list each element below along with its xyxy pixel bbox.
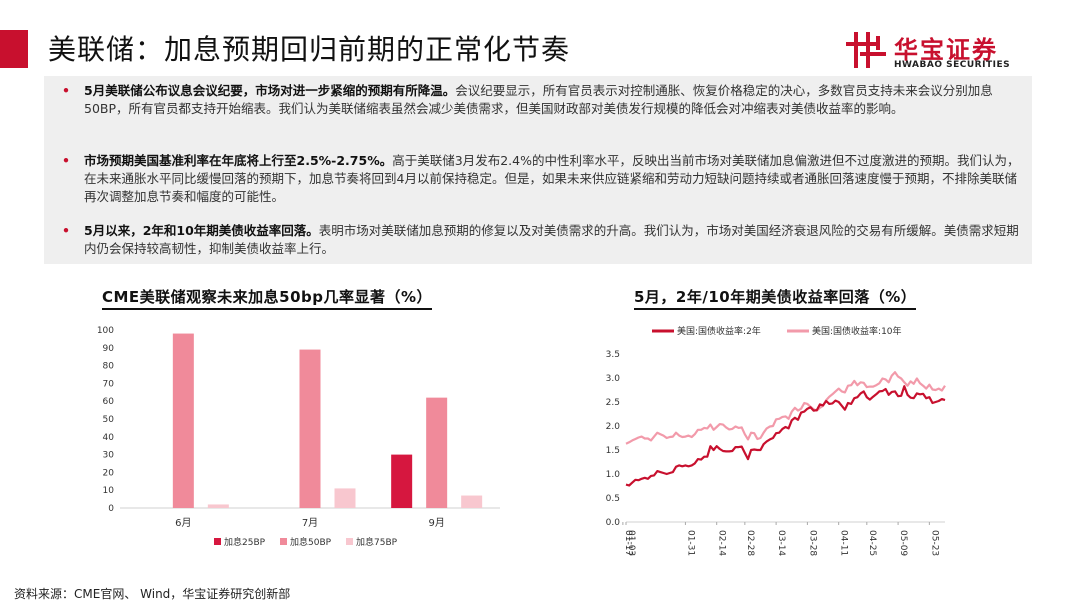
source-note: 资料来源：CME官网、 Wind，华宝证券研究创新部 — [14, 587, 291, 601]
x-tick-label: 03-28 — [807, 530, 817, 556]
legend-label: 美国:国债收益率:2年 — [677, 325, 761, 337]
bullet-3: • 5月以来，2年和10年期美债收益率回落。表明市场对美联储加息预期的修复以及对… — [62, 222, 1020, 258]
legend-label: 美国:国债收益率:10年 — [812, 325, 902, 337]
bullet-1-bold: 5月美联储公布议息会议纪要，市场对进一步紧缩的预期有所降温。 — [84, 83, 456, 98]
bullet-3-text: 表明市场对美联储加息预期的修复以及对美债需求的升高。我们认为，市场对美国经济衰退… — [84, 223, 1019, 256]
y-tick-label: 80 — [103, 362, 115, 372]
x-tick-label: 01-31 — [685, 530, 695, 556]
y-tick-label: 70 — [103, 379, 115, 389]
y-tick-label: 3.0 — [606, 374, 621, 384]
legend-swatch — [214, 538, 221, 545]
x-tick-label: 01-03 — [626, 530, 636, 556]
x-tick-label: 02-28 — [745, 530, 755, 556]
bullet-dot: • — [62, 153, 70, 168]
bar-2-2 — [299, 349, 321, 508]
hwabao-logo-icon — [846, 32, 886, 68]
line-chart-title: 5月，2年/10年期美债收益率回落（%） — [634, 286, 917, 310]
bar-3-3 — [461, 495, 483, 508]
x-tick-label: 01-17 — [623, 530, 633, 556]
bar-2-1 — [172, 333, 194, 508]
y-tick-label: 0.0 — [606, 518, 621, 528]
y-tick-label: 2.5 — [606, 398, 620, 408]
x-tick-label: 03-14 — [776, 530, 786, 556]
y-tick-label: 1.0 — [606, 470, 621, 480]
y-tick-label: 20 — [103, 468, 115, 478]
bar-chart-title: CME美联储观察未来加息50bp几率显著（%） — [102, 286, 433, 310]
x-tick-label: 05-23 — [929, 530, 939, 556]
y-tick-label: 40 — [103, 433, 115, 443]
title-accent-bar — [0, 30, 28, 68]
logo-text-en: HWABAO SECURITIES — [894, 60, 1011, 70]
y-tick-label: 2.0 — [606, 422, 621, 432]
bullet-2-bold: 市场预期美国基准利率在年底将上行至2.5%-2.75%。 — [84, 153, 393, 168]
bullet-3-bold: 5月以来，2年和10年期美债收益率回落。 — [84, 223, 319, 238]
bullet-2-text: 高于美联储3月发布2.4%的中性利率水平，反映出当前市场对美联储加息偏激进但不过… — [84, 153, 1020, 204]
bar-3-2 — [334, 488, 356, 508]
x-tick-label: 9月 — [428, 517, 444, 529]
y-tick-label: 60 — [103, 397, 115, 407]
legend-label: 加息50BP — [290, 536, 332, 548]
x-tick-label: 05-09 — [898, 530, 908, 556]
summary-box: • 5月美联储公布议息会议纪要，市场对进一步紧缩的预期有所降温。会议纪要显示，所… — [44, 76, 1032, 264]
x-tick-label: 02-14 — [717, 530, 727, 556]
legend-swatch — [346, 538, 353, 545]
bullet-1-text: 会议纪要显示，所有官员表示对控制通胀、恢复价格稳定的决心，多数官员支持未来会议分… — [84, 83, 993, 116]
y-tick-label: 10 — [103, 486, 115, 496]
y-tick-label: 1.5 — [606, 446, 620, 456]
legend-label: 加息75BP — [356, 536, 398, 548]
bullet-1: • 5月美联储公布议息会议纪要，市场对进一步紧缩的预期有所降温。会议纪要显示，所… — [62, 82, 1020, 118]
bullet-dot: • — [62, 83, 70, 98]
y-tick-label: 50 — [103, 415, 115, 425]
company-logo: 华宝证券 HWABAO SECURITIES — [846, 30, 1046, 72]
page-title: 美联储：加息预期回归前期的正常化节奏 — [48, 33, 571, 66]
bullet-2: • 市场预期美国基准利率在年底将上行至2.5%-2.75%。高于美联储3月发布2… — [62, 152, 1020, 206]
series-line-2 — [625, 371, 946, 445]
series-line-1 — [625, 385, 946, 487]
y-tick-label: 3.5 — [606, 350, 620, 360]
legend-label: 加息25BP — [224, 536, 266, 548]
y-tick-label: 0.5 — [606, 494, 620, 504]
x-tick-label: 04-11 — [839, 530, 849, 556]
bar-2-3 — [426, 397, 448, 508]
x-tick-label: 6月 — [175, 517, 191, 529]
x-tick-label: 04-25 — [867, 530, 877, 556]
legend-swatch — [280, 538, 287, 545]
logo-text-cn: 华宝证券 — [894, 36, 998, 64]
y-tick-label: 90 — [103, 344, 115, 354]
y-tick-label: 30 — [103, 451, 115, 461]
bullet-dot: • — [62, 223, 70, 238]
bar-1-3 — [391, 454, 413, 508]
y-tick-label: 100 — [97, 326, 114, 336]
y-tick-label: 0 — [108, 504, 114, 514]
x-tick-label: 7月 — [302, 517, 318, 529]
bar-3-1 — [207, 504, 229, 508]
